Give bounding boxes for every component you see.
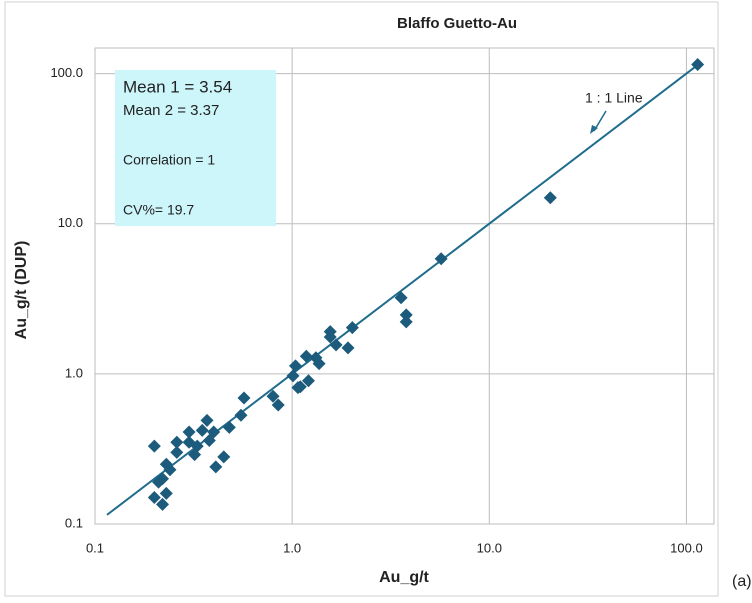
data-point [200, 413, 214, 427]
data-point [288, 359, 302, 373]
data-point [237, 391, 251, 405]
x-axis-label: Au_g/t [379, 569, 429, 586]
data-point [345, 321, 359, 335]
stats-text: Correlation = 1 [123, 152, 215, 168]
data-point [301, 374, 315, 388]
data-point [399, 315, 413, 329]
data-point [299, 349, 313, 363]
data-point [147, 491, 161, 505]
data-point [271, 398, 285, 412]
data-point [266, 389, 280, 403]
data-point [323, 330, 337, 344]
panel-label: (a) [732, 573, 752, 590]
x-tick-label: 0.1 [86, 540, 104, 555]
data-point [312, 357, 326, 371]
data-point [188, 448, 202, 462]
data-point [543, 191, 557, 205]
data-point [286, 369, 300, 383]
data-point [222, 420, 236, 434]
data-point [394, 291, 408, 305]
y-tick-label: 100.0 [50, 65, 83, 80]
chart-title: Blaffo Guetto-Au [397, 15, 517, 32]
data-point [341, 341, 355, 355]
y-tick-label: 0.1 [65, 515, 83, 530]
data-point [399, 308, 413, 322]
stats-text: Mean 1 = 3.54 [123, 77, 232, 96]
x-tick-label: 100.0 [670, 540, 703, 555]
y-axis-label: Au_g/t (DUP) [13, 241, 30, 340]
x-tick-label: 1.0 [283, 540, 301, 555]
data-point [217, 450, 231, 464]
data-point [159, 486, 173, 500]
data-point [152, 475, 166, 489]
data-point [691, 57, 705, 71]
data-point [147, 439, 161, 453]
data-point [170, 435, 184, 449]
line-annotation: 1 : 1 Line [585, 90, 643, 106]
data-point [234, 408, 248, 422]
data-point [434, 252, 448, 266]
x-tick-label: 10.0 [477, 540, 502, 555]
stats-text: CV%= 19.7 [123, 202, 194, 218]
data-point [163, 463, 177, 477]
data-point [195, 423, 209, 437]
data-point [329, 338, 343, 352]
y-tick-label: 1.0 [65, 365, 83, 380]
data-point [207, 425, 221, 439]
data-point [209, 460, 223, 474]
data-point [291, 381, 305, 395]
data-point [182, 435, 196, 449]
y-tick-label: 10.0 [58, 215, 83, 230]
arrow-head [590, 125, 598, 134]
stats-box [115, 70, 276, 226]
stats-text: Mean 2 = 3.37 [123, 102, 219, 119]
data-point [170, 445, 184, 459]
data-point [182, 425, 196, 439]
data-point [156, 497, 170, 511]
